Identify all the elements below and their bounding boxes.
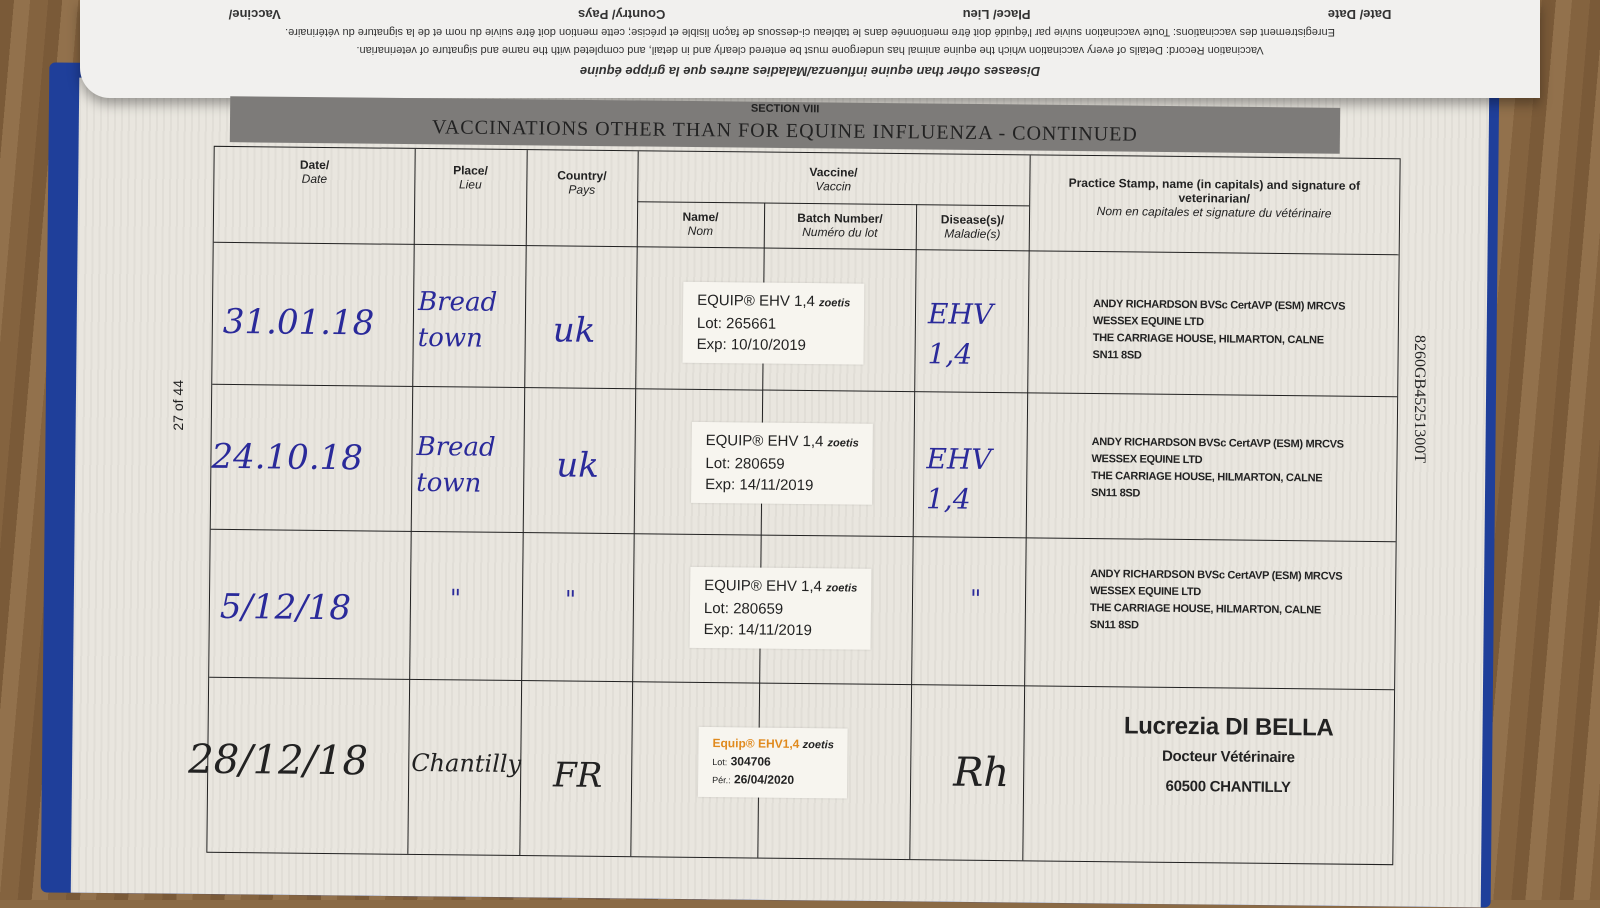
header-name: Name/Nom [682, 209, 719, 239]
header-stamp: Practice Stamp, name (in capitals) and s… [1068, 175, 1361, 221]
passport-id: 8260GB452513​00T [1411, 335, 1428, 463]
header-vaccine: Vaccine/Vaccin [809, 165, 858, 194]
row-place: Chantilly [411, 748, 522, 779]
flap-title: Diseases other than equine influenza/Mal… [579, 64, 1041, 79]
row-country: FR [552, 755, 603, 796]
vaccine-label: EQUIP® EHV 1,4 zoetis Lot: 280659 Exp: 14/… [691, 421, 873, 505]
previous-page-flap: Date/ Date Place/ Lieu Country/ Pays Vac… [80, 0, 1540, 98]
vaccine-label: EQUIP® EHV 1,4 zoetis Lot: 265661 Exp: 10/… [682, 281, 865, 365]
vaccination-table: Date/Date Place/Lieu Country/Pays Vaccin… [188, 145, 1401, 866]
row-date: 24.10.18 [211, 436, 364, 479]
page-number: 27 of 44 [170, 380, 186, 431]
row-disease: " [969, 584, 982, 613]
row-disease: EHV 1,4 [927, 297, 994, 371]
flap-header: Place/ Lieu [962, 7, 1031, 22]
row-country: uk [556, 445, 600, 486]
row-disease: Rh [952, 749, 1010, 797]
flap-instructions-fr: Enregistrement des vaccinations: Toute v… [285, 26, 1335, 38]
header-date: Date/Date [299, 157, 330, 186]
row-date: 28/12/18 [188, 736, 369, 785]
vaccine-label: Equip® EHV1,4 zoetis Lot: 304706 Pér.: 26/… [697, 726, 849, 799]
row-country: uk [552, 310, 596, 351]
flap-header: Country/ Pays [577, 7, 666, 22]
vet-stamp: Lucrezia DI BELLA Docteur Vétérinaire 6050… [1123, 712, 1334, 797]
header-place: Place/Lieu [453, 163, 488, 192]
row-country: " [564, 585, 577, 614]
vet-stamp: ANDY RICHARDSON BVSc CertAVP (ESM) MRCVS… [1092, 298, 1346, 362]
header-disease: Disease(s)/Maladie(s) [940, 212, 1005, 242]
row-place: " [449, 584, 462, 613]
vet-stamp: ANDY RICHARDSON BVSc CertAVP (ESM) MRCVS… [1089, 568, 1343, 632]
row-date: 5/12/18 [219, 586, 352, 629]
row-disease: EHV 1,4 [925, 442, 992, 516]
header-batch: Batch Number/Numéro du lot [797, 210, 883, 240]
row-place: Bread town [416, 431, 496, 499]
flap-instructions-en: Vaccination Record: Details of every vac… [356, 44, 1264, 56]
vet-stamp: ANDY RICHARDSON BVSc CertAVP (ESM) MRCVS… [1091, 436, 1344, 500]
flap-header: Date/ Date [1327, 7, 1392, 22]
flap-header: Vaccine/ [228, 7, 281, 22]
flap-header-row: Date/ Date Place/ Lieu Country/ Pays Vac… [80, 4, 1540, 22]
row-date: 31.01.18 [222, 301, 375, 344]
header-country: Country/Pays [557, 168, 607, 197]
row-place: Bread town [417, 286, 498, 354]
vaccine-label: EQUIP® EHV 1,4 zoetis Lot: 280659 Exp: 14/… [689, 566, 872, 650]
